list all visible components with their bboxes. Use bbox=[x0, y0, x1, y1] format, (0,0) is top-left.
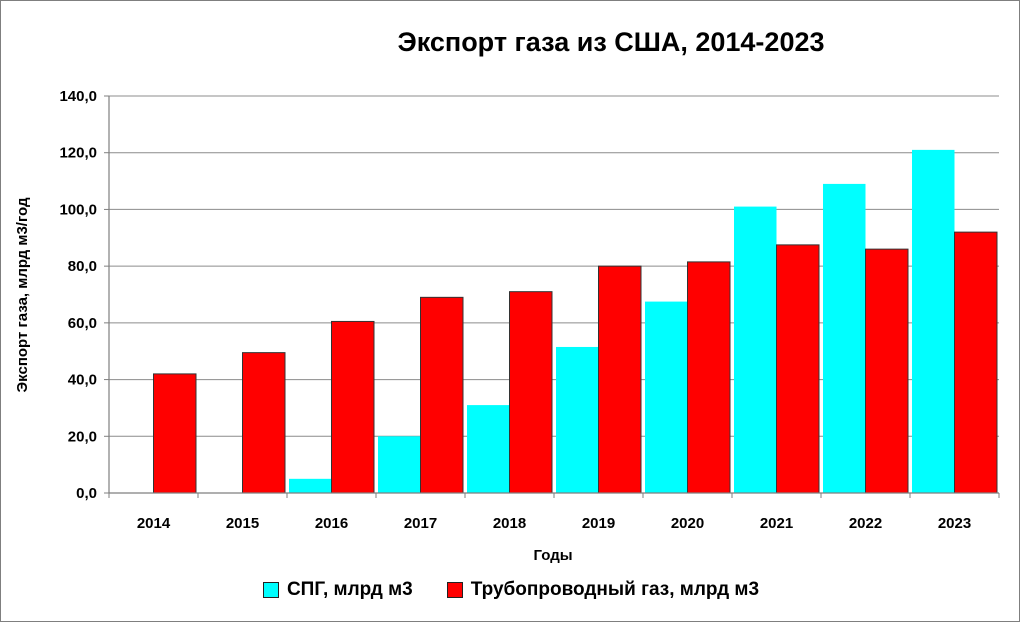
legend-item-pipeline: Трубопроводный газ, млрд м3 bbox=[446, 579, 760, 601]
y-tick-label: 80,0 bbox=[68, 258, 97, 275]
x-tick-labels: 2014 2015 2016 2017 2018 2019 2020 2021 2022 2023 bbox=[137, 515, 971, 532]
y-tick-label: 60,0 bbox=[68, 315, 97, 332]
legend-swatch-pipeline bbox=[446, 582, 463, 598]
bar-lng bbox=[556, 346, 599, 493]
x-tick-label: 2021 bbox=[760, 515, 793, 532]
y-tick-label: 20,0 bbox=[68, 428, 97, 445]
legend-label-lng: СПГ, млрд м3 bbox=[286, 579, 413, 600]
y-axis-title: Экспорт газа, млрд м3/год bbox=[14, 197, 31, 392]
x-tick-label: 2018 bbox=[493, 515, 526, 532]
bar-pipeline bbox=[509, 291, 553, 494]
y-tick-label: 120,0 bbox=[59, 145, 97, 162]
x-tick-label: 2020 bbox=[671, 515, 704, 532]
x-tick-label: 2017 bbox=[404, 515, 437, 532]
legend-item-lng: СПГ, млрд м3 bbox=[262, 579, 413, 601]
bar-pipeline bbox=[420, 296, 464, 494]
x-tick-label: 2022 bbox=[849, 515, 882, 532]
y-tick-label: 140,0 bbox=[59, 88, 97, 105]
y-tick-label: 100,0 bbox=[59, 201, 97, 218]
bar-pipeline bbox=[954, 231, 998, 494]
bar-pipeline bbox=[331, 320, 375, 494]
bar-lng bbox=[378, 436, 421, 493]
bar-pipeline bbox=[153, 373, 197, 494]
bar-lng bbox=[289, 478, 332, 493]
bars bbox=[153, 149, 998, 494]
x-tick-label: 2015 bbox=[226, 515, 259, 532]
legend-label-pipeline: Трубопроводный газ, млрд м3 bbox=[470, 579, 760, 600]
bar-pipeline bbox=[687, 261, 731, 494]
legend-swatch-lng bbox=[262, 582, 279, 598]
bar-lng bbox=[912, 149, 955, 493]
bar-lng bbox=[467, 405, 510, 493]
bar-pipeline bbox=[776, 244, 820, 494]
y-tick-label: 40,0 bbox=[68, 372, 97, 389]
x-axis-title: Годы bbox=[533, 547, 572, 564]
bar-pipeline bbox=[242, 352, 286, 494]
bar-pipeline bbox=[865, 248, 909, 494]
x-tick-label: 2014 bbox=[137, 515, 171, 532]
x-tick-label: 2023 bbox=[938, 515, 971, 532]
x-tick-label: 2016 bbox=[315, 515, 348, 532]
bar-lng bbox=[734, 206, 777, 494]
chart-title: Экспорт газа из США, 2014-2023 bbox=[397, 27, 825, 57]
axes bbox=[104, 95, 1000, 498]
bar-pipeline bbox=[598, 265, 642, 494]
y-tick-labels: 0,0 20,0 40,0 60,0 80,0 100,0 120,0 140,0 bbox=[59, 88, 97, 502]
legend: СПГ, млрд м3 Трубопроводный газ, млрд м3 bbox=[1, 579, 1020, 601]
bar-lng bbox=[645, 301, 688, 493]
bar-lng bbox=[823, 183, 866, 493]
y-tick-label: 0,0 bbox=[76, 485, 97, 502]
x-tick-label: 2019 bbox=[582, 515, 615, 532]
